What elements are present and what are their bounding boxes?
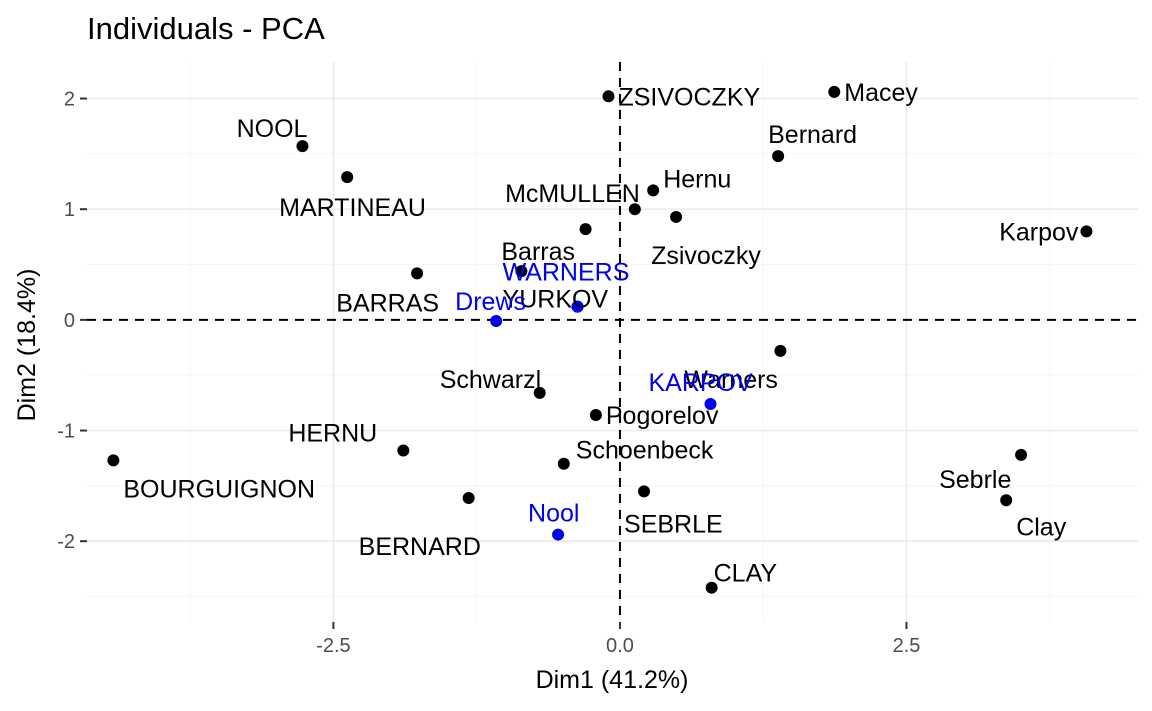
axes: -2.5 0.0 2.5 -2 -1 0 1 2 [57,89,920,657]
data-point [533,386,546,399]
x-axis-title: Dim1 (41.2%) [536,666,689,694]
point-label: Sebrle [939,466,1011,494]
data-point [774,344,787,357]
data-point [602,90,615,103]
point-label: MARTINEAU [279,194,426,222]
point-label: Warners [684,366,778,394]
y-tick-label: -2 [57,531,75,553]
data-point [515,265,528,278]
data-point [589,409,602,422]
point-label: Karpov [999,218,1079,246]
data-point [647,184,660,197]
point-label: CLAY [714,560,778,588]
point-label: BARRAS [336,289,439,317]
point-label: Drews [455,288,526,316]
data-point [1000,494,1013,507]
point-label: Bernard [768,121,857,149]
data-point [411,267,424,280]
y-tick-label: 0 [64,310,75,332]
x-tick-label: 2.5 [893,635,921,657]
data-point [628,203,641,216]
reference-lines [87,62,1138,622]
data-point [704,397,717,410]
data-point [828,85,841,98]
data-point [1015,448,1028,461]
point-label: Barras [501,238,575,266]
data-point [772,150,785,163]
point-label: SEBRLE [624,510,723,538]
data-point [571,300,584,313]
data-point [552,528,565,541]
point-label: Schwarzl [440,366,541,394]
point-label: BERNARD [359,533,481,561]
data-point [557,457,570,470]
point-label: ZSIVOCZKY [618,83,760,111]
point-labels: ZSIVOCZKY Macey NOOL Bernard MARTINEAU Hernu M… [123,79,1079,588]
y-axis-title: Dim2 (18.4%) [13,269,41,422]
data-point [397,444,410,457]
point-label: KARPOV [648,369,753,397]
point-label: Zsivoczky [651,242,761,270]
x-tick-label: 0.0 [606,635,634,657]
point-label: Hernu [663,165,731,193]
data-point [490,314,503,327]
chart-title: Individuals - PCA [87,11,325,46]
data-point [638,485,651,498]
point-label: BOURGUIGNON [123,475,315,503]
point-label: YURKOV [503,286,609,314]
point-label: Schoenbeck [576,437,714,465]
data-point [1080,225,1093,238]
point-label: HERNU [288,419,377,447]
data-point [341,171,354,184]
data-point [705,581,718,594]
data-point [579,223,592,236]
point-label: Nool [528,500,579,528]
x-tick-label: -2.5 [316,635,350,657]
data-point [462,492,475,505]
y-tick-label: 1 [64,199,75,221]
data-point [296,140,309,153]
data-point [107,454,120,467]
point-label: Pogorelov [606,402,719,430]
point-label: NOOL [237,115,308,143]
point-label: Macey [844,79,918,107]
y-tick-label: 2 [64,89,75,111]
point-label: Clay [1016,513,1067,541]
data-point [670,210,683,223]
y-tick-label: -1 [57,421,75,443]
points [107,85,1093,594]
point-label: WARNERS [503,259,630,287]
point-label: McMULLEN [505,180,640,208]
